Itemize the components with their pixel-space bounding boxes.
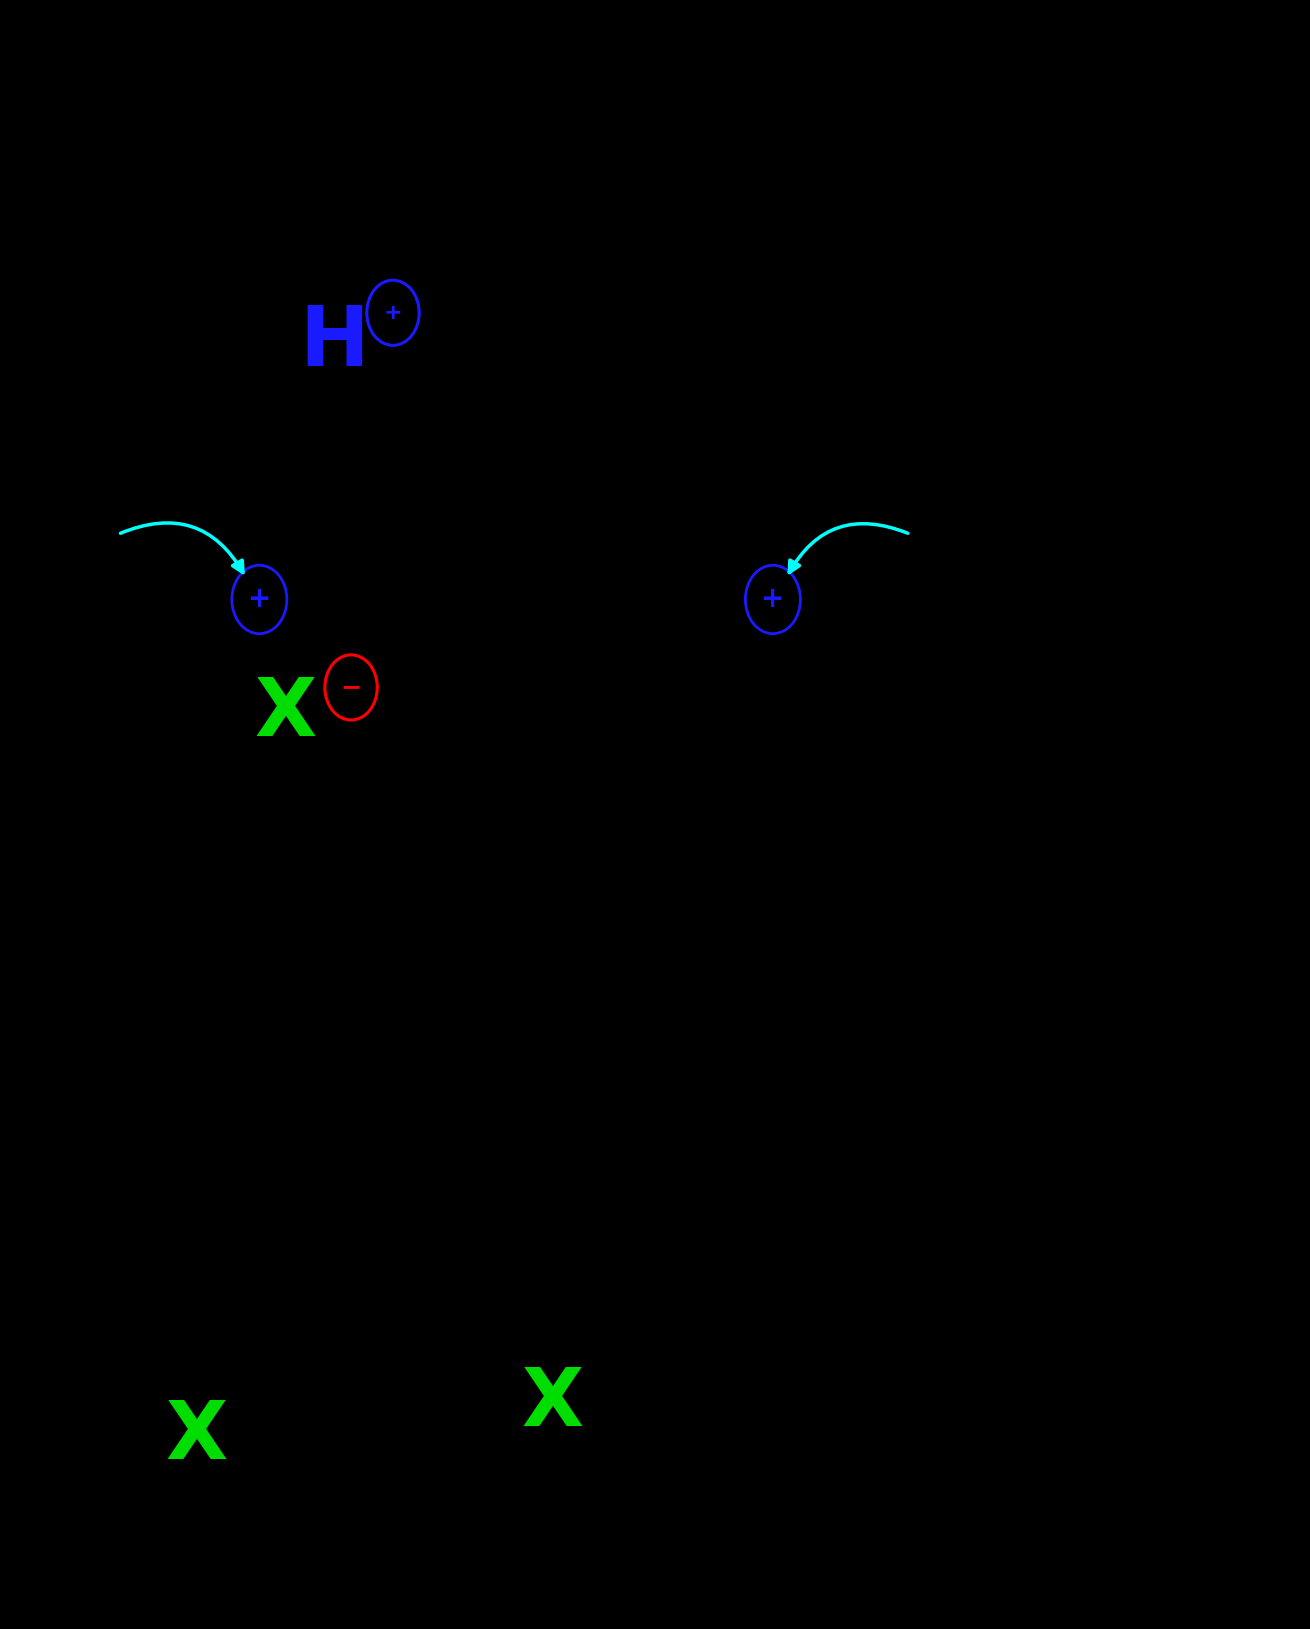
Text: +: +: [384, 303, 402, 323]
Text: +: +: [248, 585, 271, 614]
Text: +: +: [761, 585, 785, 614]
Text: H: H: [299, 301, 369, 383]
Text: X: X: [521, 1365, 584, 1443]
Text: X: X: [254, 674, 317, 753]
Text: X: X: [165, 1398, 228, 1476]
Text: −: −: [341, 676, 362, 699]
